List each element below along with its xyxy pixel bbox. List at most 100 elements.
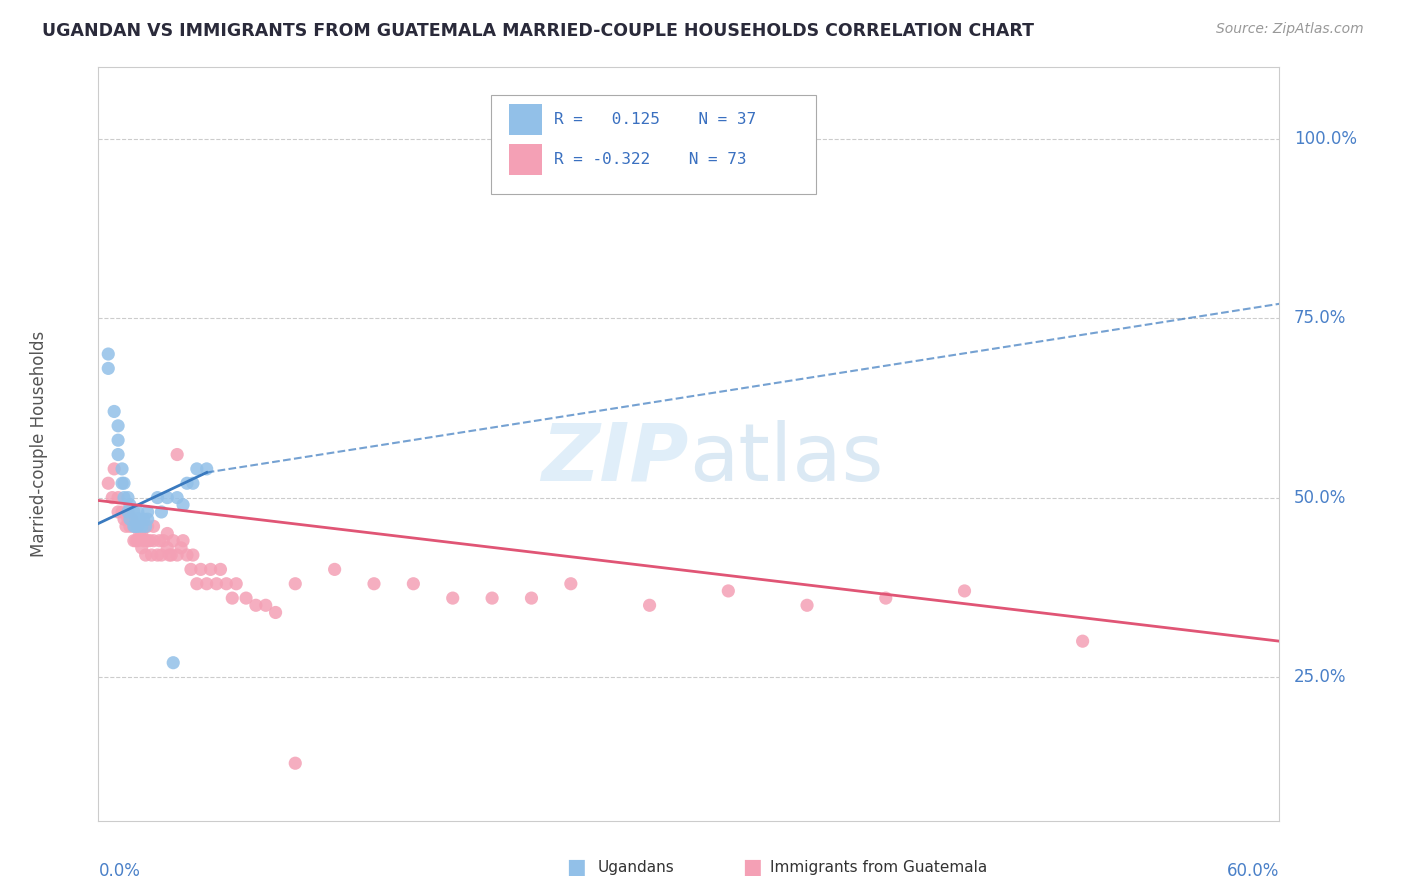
Point bbox=[176, 548, 198, 562]
Point bbox=[112, 512, 135, 526]
Point bbox=[121, 512, 143, 526]
Text: Ugandans: Ugandans bbox=[598, 860, 675, 874]
Text: R = -0.322    N = 73: R = -0.322 N = 73 bbox=[554, 153, 747, 167]
Point bbox=[162, 656, 184, 670]
Point bbox=[132, 519, 155, 533]
Point bbox=[136, 505, 159, 519]
Point bbox=[166, 448, 188, 462]
Point bbox=[363, 576, 385, 591]
Point bbox=[141, 548, 163, 562]
Point bbox=[136, 512, 159, 526]
Point bbox=[717, 583, 740, 598]
Point bbox=[122, 533, 145, 548]
Point bbox=[186, 462, 208, 476]
Point bbox=[284, 576, 307, 591]
Point bbox=[235, 591, 257, 606]
Point bbox=[156, 541, 179, 555]
Point bbox=[148, 533, 170, 548]
Point bbox=[245, 599, 267, 613]
Point bbox=[97, 476, 120, 491]
Point bbox=[118, 512, 141, 526]
Point bbox=[166, 548, 188, 562]
Point bbox=[111, 476, 134, 491]
Text: atlas: atlas bbox=[689, 420, 883, 498]
Point bbox=[200, 562, 222, 576]
Text: ZIP: ZIP bbox=[541, 420, 689, 498]
Point bbox=[107, 433, 129, 447]
Point bbox=[254, 599, 277, 613]
Point bbox=[107, 505, 129, 519]
Point bbox=[135, 519, 157, 533]
Point bbox=[264, 606, 287, 620]
Point bbox=[112, 491, 135, 505]
Text: 50.0%: 50.0% bbox=[1294, 489, 1346, 507]
Text: Immigrants from Guatemala: Immigrants from Guatemala bbox=[770, 860, 988, 874]
Point bbox=[1071, 634, 1094, 648]
Point bbox=[132, 512, 155, 526]
Point bbox=[195, 462, 218, 476]
Text: 60.0%: 60.0% bbox=[1227, 862, 1279, 880]
Point bbox=[125, 533, 148, 548]
Point bbox=[117, 491, 139, 505]
Point bbox=[127, 519, 149, 533]
Point bbox=[152, 533, 174, 548]
Point bbox=[875, 591, 897, 606]
Point bbox=[225, 576, 247, 591]
Point bbox=[136, 533, 159, 548]
Point bbox=[150, 548, 173, 562]
Point bbox=[166, 491, 188, 505]
Point bbox=[103, 462, 125, 476]
Point bbox=[97, 347, 120, 361]
Point bbox=[638, 599, 661, 613]
Point bbox=[215, 576, 238, 591]
Point bbox=[190, 562, 212, 576]
Point bbox=[128, 526, 150, 541]
Point bbox=[323, 562, 346, 576]
Point bbox=[127, 512, 149, 526]
Point bbox=[131, 541, 153, 555]
Text: Source: ZipAtlas.com: Source: ZipAtlas.com bbox=[1216, 22, 1364, 37]
Point bbox=[135, 548, 157, 562]
Point bbox=[186, 576, 208, 591]
Point bbox=[111, 505, 134, 519]
FancyBboxPatch shape bbox=[491, 95, 817, 194]
Point bbox=[209, 562, 232, 576]
Point bbox=[205, 576, 228, 591]
FancyBboxPatch shape bbox=[509, 144, 543, 176]
Point bbox=[125, 512, 148, 526]
Text: 100.0%: 100.0% bbox=[1294, 129, 1357, 148]
Point bbox=[101, 491, 124, 505]
Point bbox=[107, 448, 129, 462]
Point bbox=[560, 576, 582, 591]
Text: UGANDAN VS IMMIGRANTS FROM GUATEMALA MARRIED-COUPLE HOUSEHOLDS CORRELATION CHART: UGANDAN VS IMMIGRANTS FROM GUATEMALA MAR… bbox=[42, 22, 1035, 40]
Point bbox=[162, 533, 184, 548]
Point bbox=[117, 505, 139, 519]
Text: ■: ■ bbox=[567, 857, 586, 877]
Text: ■: ■ bbox=[742, 857, 762, 877]
Point bbox=[125, 519, 148, 533]
Point bbox=[520, 591, 543, 606]
Text: 0.0%: 0.0% bbox=[98, 862, 141, 880]
Point bbox=[107, 491, 129, 505]
Point bbox=[953, 583, 976, 598]
Point bbox=[118, 519, 141, 533]
Point bbox=[122, 519, 145, 533]
Point bbox=[118, 498, 141, 512]
Point bbox=[136, 519, 159, 533]
Point bbox=[117, 512, 139, 526]
Point bbox=[441, 591, 464, 606]
Point bbox=[156, 526, 179, 541]
Point bbox=[115, 519, 138, 533]
Point bbox=[107, 418, 129, 433]
Point bbox=[284, 756, 307, 771]
Point bbox=[127, 505, 149, 519]
Point bbox=[796, 599, 818, 613]
FancyBboxPatch shape bbox=[509, 103, 543, 136]
Point bbox=[181, 476, 204, 491]
Point bbox=[180, 562, 202, 576]
Text: 25.0%: 25.0% bbox=[1294, 668, 1346, 686]
Point bbox=[127, 519, 149, 533]
Point bbox=[402, 576, 425, 591]
Point bbox=[172, 498, 194, 512]
Point bbox=[157, 548, 180, 562]
